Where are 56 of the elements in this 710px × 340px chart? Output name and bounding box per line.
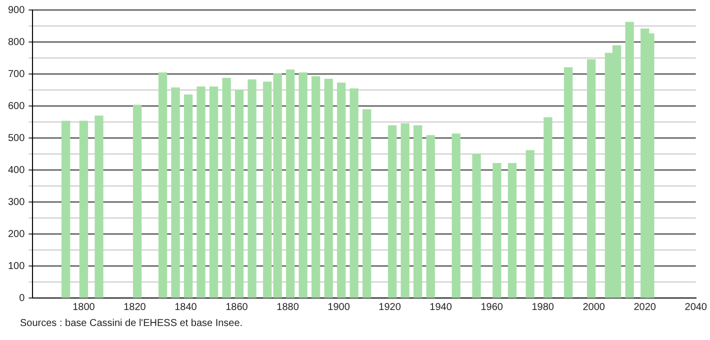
bar — [234, 90, 244, 298]
bar — [298, 72, 308, 298]
bar — [311, 76, 320, 298]
x-tick-label: 2020 — [634, 302, 656, 313]
y-tick-label: 700 — [8, 68, 26, 80]
y-tick-label: 100 — [8, 260, 26, 272]
x-tick-label: 1880 — [276, 302, 300, 313]
bar — [324, 78, 333, 298]
bar — [426, 135, 435, 298]
bar — [171, 87, 180, 298]
bar — [400, 123, 410, 298]
x-tick-label: 2040 — [684, 302, 708, 313]
bar — [362, 109, 372, 298]
x-tick-label: 1840 — [174, 302, 198, 313]
bar — [132, 104, 142, 298]
y-tick-label: 600 — [8, 100, 26, 112]
bar — [492, 162, 502, 298]
y-tick-label: 800 — [8, 36, 26, 48]
bar — [196, 86, 206, 298]
bar — [79, 120, 88, 298]
bar — [158, 72, 168, 298]
bar — [184, 94, 193, 298]
x-tick-label: 1800 — [72, 302, 96, 313]
bar — [508, 162, 517, 298]
x-tick-label: 1980 — [532, 302, 554, 313]
y-tick-label: 400 — [8, 164, 26, 176]
bar — [94, 116, 104, 298]
bar — [544, 117, 552, 298]
bar — [388, 125, 397, 298]
bar — [350, 88, 358, 298]
bar — [336, 82, 346, 298]
y-tick-label: 500 — [8, 132, 26, 144]
bar — [62, 120, 70, 298]
bar — [564, 67, 573, 298]
x-tick-label: 1820 — [124, 302, 146, 313]
y-tick-label: 300 — [8, 196, 26, 208]
source-note: Sources : base Cassini de l'EHESS et base Insee. — [20, 318, 243, 329]
bar — [286, 70, 295, 298]
x-tick-label: 1900 — [328, 302, 350, 313]
y-tick-label: 900 — [8, 4, 26, 16]
bar — [472, 154, 481, 298]
bar — [209, 86, 218, 298]
bar — [248, 79, 256, 298]
x-tick-label: 1860 — [226, 302, 248, 313]
y-tick-label: 200 — [8, 228, 26, 240]
x-tick-label: 1940 — [430, 302, 452, 313]
bar — [222, 78, 231, 298]
y-tick-label: 0 — [19, 292, 26, 304]
x-tick-label: 1920 — [378, 302, 402, 313]
x-tick-label: 1960 — [480, 302, 504, 313]
bar — [452, 134, 460, 298]
bar — [586, 59, 596, 298]
bar — [526, 150, 534, 298]
x-tick-label: 2000 — [582, 302, 606, 313]
bar — [625, 22, 634, 298]
bar — [414, 125, 422, 298]
